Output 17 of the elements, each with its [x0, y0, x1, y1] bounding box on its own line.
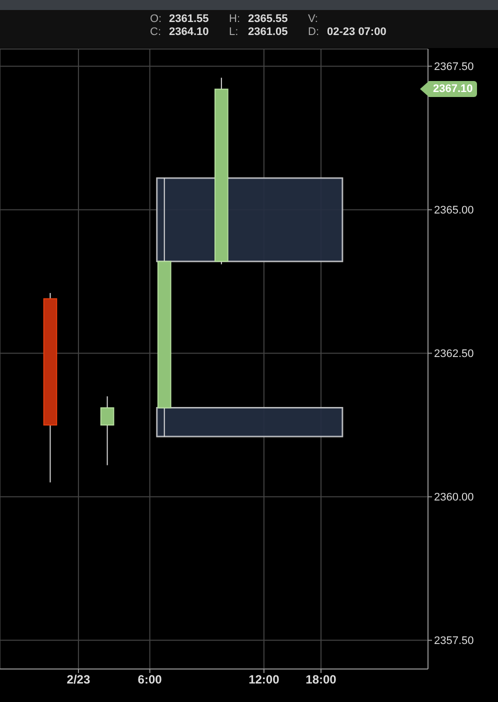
x-tick-label: 2/23	[66, 672, 90, 687]
y-tick-label: 2360.00	[434, 492, 474, 504]
text: O: 2361.55	[150, 13, 209, 25]
x-tick-label: 18:00	[306, 672, 337, 687]
y-tick-label: 2365.00	[434, 204, 474, 217]
text: H: 2365.55	[229, 13, 288, 25]
y-tick-label: 2367.50	[434, 61, 474, 74]
text: L: 2361.05	[229, 26, 288, 38]
x-tick-label: 12:00	[248, 672, 280, 687]
candlestick	[100, 396, 114, 466]
x-tick-label: 6:00	[138, 672, 162, 687]
y-tick-label: 2357.50	[434, 635, 474, 648]
text: 2367.10	[429, 81, 477, 98]
y-tick-label: 2362.50	[434, 348, 474, 360]
text: D: 02-23 07:00	[308, 26, 386, 38]
text: V:	[308, 13, 319, 25]
text: C: 2364.10	[150, 26, 209, 38]
